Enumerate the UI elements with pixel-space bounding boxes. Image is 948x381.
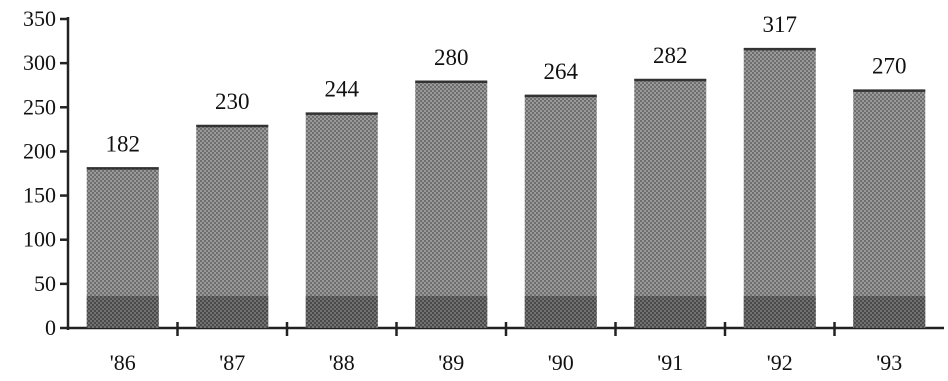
bar-base-shade: [86, 296, 159, 328]
bar-group: 230: [196, 89, 269, 328]
bar-group: 282: [634, 43, 707, 328]
bar-value-label: 280: [434, 45, 469, 70]
bar: [743, 48, 816, 329]
bar-base-shade: [853, 296, 926, 328]
x-tick-label: '89: [438, 350, 464, 375]
bar: [524, 94, 597, 328]
y-tick-label: 300: [23, 50, 56, 75]
bar-base-shade: [743, 296, 816, 328]
bar-base-shade: [305, 296, 378, 328]
bar: [853, 89, 926, 328]
bar-group: 317: [743, 12, 816, 329]
y-tick-label: 0: [45, 315, 56, 340]
y-tick-label: 50: [34, 271, 56, 296]
bar-group: 264: [524, 59, 597, 328]
bar-base-shade: [196, 296, 269, 328]
x-tick-label: '90: [548, 350, 574, 375]
bar-base-shade: [524, 296, 597, 328]
bar: [634, 79, 707, 328]
x-tick-label: '91: [657, 350, 683, 375]
bar: [305, 112, 378, 328]
bar: [415, 80, 488, 328]
y-tick-label: 100: [23, 227, 56, 252]
bar-group: 182: [86, 131, 159, 328]
bar-group: 244: [305, 77, 378, 328]
x-axis: '86 '87 '88 '89 '90 '91 '92 '93: [68, 322, 944, 375]
x-tick-label: '87: [219, 350, 245, 375]
bar-value-label: 282: [653, 43, 688, 68]
bars: 182 230 244 280 264 282 317 270: [86, 12, 926, 329]
bar-group: 270: [853, 54, 926, 328]
x-tick-label: '92: [767, 350, 793, 375]
bar-value-label: 270: [872, 54, 907, 79]
bar-value-label: 182: [106, 131, 141, 156]
y-tick-label: 150: [23, 183, 56, 208]
y-tick-label: 350: [23, 6, 56, 31]
bar-base-shade: [634, 296, 707, 328]
bar-value-label: 230: [215, 89, 250, 114]
x-tick-label: '88: [329, 350, 355, 375]
bar-group: 280: [415, 45, 488, 328]
bar-value-label: 317: [763, 12, 798, 37]
y-tick-label: 200: [23, 138, 56, 163]
x-tick-label: '86: [110, 350, 136, 375]
y-axis: 0 50 100 150 200 250 300 350: [23, 6, 70, 340]
y-tick-label: 250: [23, 94, 56, 119]
bar-value-label: 264: [544, 59, 579, 84]
bar-base-shade: [415, 296, 488, 328]
x-tick-label: '93: [876, 350, 902, 375]
bar-value-label: 244: [325, 77, 360, 102]
bar: [196, 124, 269, 328]
